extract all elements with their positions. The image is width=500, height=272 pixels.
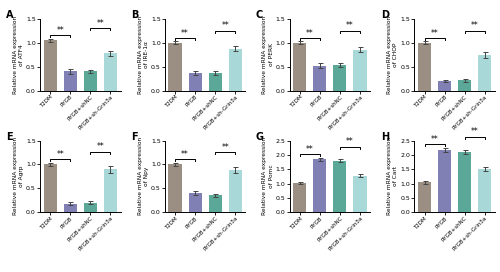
Bar	[478, 55, 492, 91]
Text: **: **	[181, 150, 189, 159]
Text: F: F	[131, 132, 138, 142]
Y-axis label: Relative mRNA expression
of Agrp: Relative mRNA expression of Agrp	[13, 137, 24, 215]
Text: **: **	[222, 21, 229, 30]
Bar	[188, 73, 202, 91]
Bar	[228, 49, 241, 91]
Bar	[168, 43, 181, 91]
Bar	[334, 65, 346, 91]
Bar	[458, 152, 471, 212]
Y-axis label: Relative mRNA expression
of IRE-1α: Relative mRNA expression of IRE-1α	[138, 16, 149, 94]
Y-axis label: Relative mRNA expression
of CHOP: Relative mRNA expression of CHOP	[388, 16, 398, 94]
Bar	[478, 169, 492, 212]
Bar	[438, 81, 451, 91]
Y-axis label: Relative mRNA expression
of ATF4: Relative mRNA expression of ATF4	[13, 16, 24, 94]
Text: G: G	[256, 132, 264, 142]
Text: **: **	[431, 29, 438, 38]
Text: **: **	[306, 29, 314, 38]
Text: H: H	[380, 132, 389, 142]
Text: **: **	[306, 145, 314, 154]
Text: **: **	[431, 135, 438, 144]
Bar	[354, 176, 366, 212]
Bar	[208, 196, 222, 212]
Text: **: **	[471, 21, 478, 30]
Bar	[188, 193, 202, 212]
Bar	[458, 80, 471, 91]
Text: **: **	[96, 18, 104, 27]
Text: **: **	[471, 127, 478, 137]
Bar	[44, 41, 57, 91]
Bar	[418, 43, 431, 91]
Y-axis label: Relative mRNA expression
of Cart: Relative mRNA expression of Cart	[387, 137, 398, 215]
Bar	[104, 53, 117, 91]
Text: **: **	[181, 29, 189, 38]
Bar	[228, 170, 241, 212]
Text: **: **	[96, 143, 104, 152]
Text: C: C	[256, 10, 263, 20]
Bar	[438, 150, 451, 212]
Bar	[64, 203, 77, 212]
Text: **: **	[56, 150, 64, 159]
Y-axis label: Relative mRNA expression
of Pomc: Relative mRNA expression of Pomc	[262, 137, 274, 215]
Text: E: E	[6, 132, 13, 142]
Bar	[294, 43, 306, 91]
Text: **: **	[56, 26, 64, 35]
Text: **: **	[346, 137, 354, 146]
Bar	[314, 66, 326, 91]
Bar	[64, 72, 77, 91]
Bar	[208, 73, 222, 91]
Bar	[418, 182, 431, 212]
Y-axis label: Relative mRNA expression
of Npy: Relative mRNA expression of Npy	[138, 137, 149, 215]
Text: D: D	[380, 10, 388, 20]
Text: **: **	[346, 21, 354, 30]
Y-axis label: Relative mRNA expression
of PERK: Relative mRNA expression of PERK	[262, 16, 274, 94]
Bar	[334, 161, 346, 212]
Text: B: B	[131, 10, 138, 20]
Bar	[84, 203, 97, 212]
Bar	[84, 72, 97, 91]
Bar	[354, 50, 366, 91]
Text: A: A	[6, 10, 14, 20]
Bar	[44, 165, 57, 212]
Bar	[294, 183, 306, 212]
Bar	[104, 169, 117, 212]
Bar	[314, 159, 326, 212]
Text: **: **	[222, 143, 229, 152]
Bar	[168, 165, 181, 212]
